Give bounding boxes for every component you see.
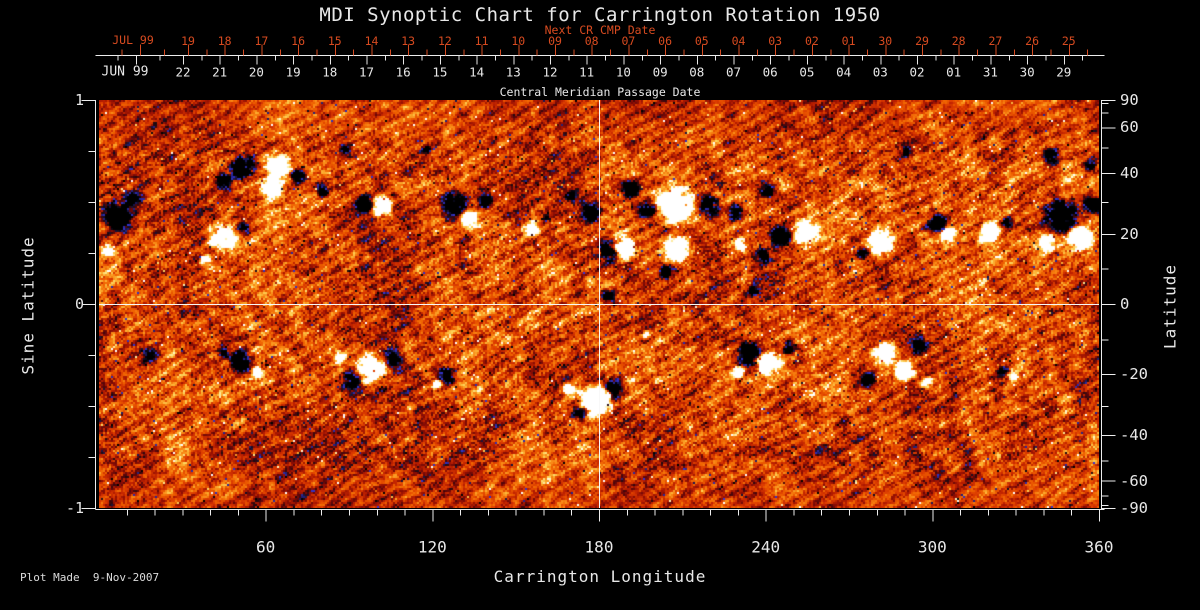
x-tick-label: 360: [1084, 537, 1114, 557]
cmp-date-label: 03: [872, 64, 888, 80]
cmp-date-label: 22: [175, 64, 191, 80]
right-tick-label: 60: [1120, 118, 1139, 137]
cmp-date-label: 12: [542, 64, 558, 80]
cmp-date-label: 10: [615, 64, 631, 80]
next-cr-date-label: 02: [804, 34, 819, 48]
cmp-date-label: 18: [322, 64, 338, 80]
cmp-date-label: 08: [689, 64, 705, 80]
next-cr-cmp-date-label: Next CR CMP Date: [544, 23, 656, 37]
left-tick-label: 1: [74, 91, 84, 109]
next-cr-month-label: JUL 99: [112, 33, 154, 47]
cmp-date-label: 04: [836, 64, 852, 80]
next-cr-date-label: 25: [1061, 34, 1076, 48]
next-cr-date-label: 19: [181, 34, 195, 48]
cmp-date-label: 01: [946, 64, 962, 80]
magnetogram-canvas: [99, 100, 1099, 508]
right-tick-label: 90: [1120, 91, 1139, 109]
next-cr-date-label: 10: [511, 34, 526, 48]
next-cr-date-label: 29: [915, 34, 929, 48]
cmp-date-label: 31: [982, 64, 998, 80]
right-tick-label: 20: [1120, 225, 1139, 244]
cmp-date-label: 30: [1019, 64, 1035, 80]
page-title: MDI Synoptic Chart for Carrington Rotati…: [319, 4, 881, 26]
right-tick-label: 40: [1120, 163, 1139, 182]
left-axis-title: Sine Latitude: [18, 236, 38, 375]
next-cr-date-label: 17: [254, 34, 269, 48]
next-cr-date-label: 16: [291, 34, 306, 48]
right-tick-label: -20: [1120, 364, 1148, 383]
cmp-date-label: 21: [212, 64, 228, 80]
next-cr-date-label: 05: [694, 34, 709, 48]
next-cr-date-label: 11: [474, 34, 489, 48]
cmp-date-label: 17: [358, 64, 375, 80]
cmp-date-label: 11: [579, 64, 595, 80]
cmp-date-label: 06: [762, 64, 778, 80]
left-tick-label: 0: [74, 295, 84, 313]
cmp-axis-title: Central Meridian Passage Date: [499, 85, 701, 99]
cmp-date-label: 20: [248, 64, 264, 80]
next-cr-date-label: 27: [988, 34, 1003, 48]
cmp-date-label: 29: [1056, 64, 1072, 80]
next-cr-date-label: 15: [327, 34, 342, 48]
cmp-date-label: 14: [469, 64, 485, 80]
next-cr-date-label: 01: [841, 34, 856, 48]
cmp-date-label: 15: [432, 64, 448, 80]
cmp-month-label: JUN 99: [101, 64, 149, 80]
next-cr-date-label: 12: [437, 34, 452, 48]
x-tick-label: 180: [584, 537, 614, 557]
left-tick-label: -1: [65, 499, 84, 517]
cmp-date-label: 09: [652, 64, 668, 80]
next-cr-date-label: 07: [621, 34, 636, 48]
right-tick-label: -40: [1120, 426, 1148, 445]
x-tick-label: 60: [256, 537, 276, 557]
right-tick-label: 0: [1120, 295, 1130, 313]
x-axis-title: Carrington Longitude: [493, 567, 707, 586]
plot-made-note: Plot Made 9-Nov-2007: [20, 571, 160, 584]
cmp-date-label: 19: [285, 64, 301, 80]
next-cr-date-label: 13: [401, 34, 416, 48]
cmp-date-label: 02: [909, 64, 925, 80]
x-tick-label: 240: [751, 537, 781, 557]
next-cr-date-label: 08: [584, 34, 599, 48]
cmp-date-label: 16: [395, 64, 411, 80]
right-tick-label: -60: [1120, 471, 1148, 490]
cmp-date-label: 13: [505, 64, 521, 80]
next-cr-date-label: 14: [364, 34, 379, 48]
x-tick-label: 120: [417, 537, 447, 557]
next-cr-date-label: 03: [768, 34, 783, 48]
x-tick-label: 300: [917, 537, 947, 557]
right-tick-label: -90: [1120, 499, 1148, 517]
next-cr-date-label: 09: [548, 34, 562, 48]
cmp-date-label: 05: [799, 64, 815, 80]
cmp-date-label: 07: [725, 64, 742, 80]
next-cr-date-label: 04: [731, 34, 746, 48]
next-cr-date-label: 28: [951, 34, 966, 48]
next-cr-date-label: 18: [217, 34, 232, 48]
next-cr-date-label: 30: [878, 34, 893, 48]
right-axis-title: Latitude: [1160, 263, 1180, 350]
next-cr-date-label: 06: [658, 34, 673, 48]
next-cr-date-label: 26: [1025, 34, 1040, 48]
